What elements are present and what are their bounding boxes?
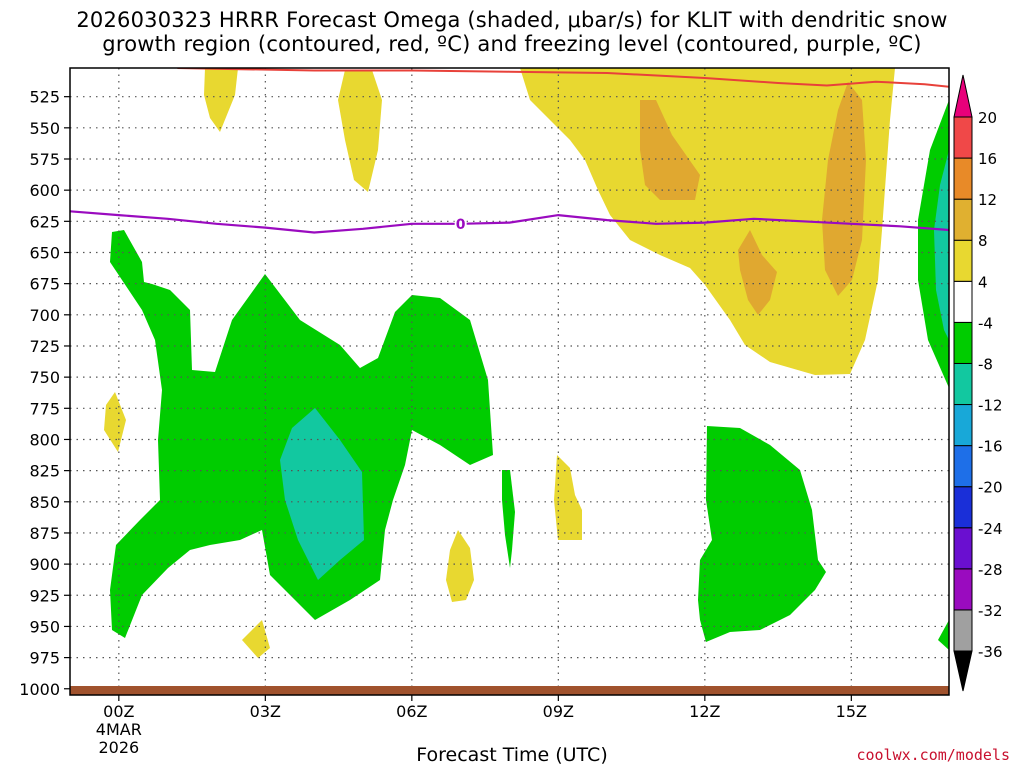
y-tick-label: 850 (29, 493, 60, 512)
colorbar-segment (953, 404, 973, 447)
x-date-label: 4MAR (96, 720, 142, 739)
y-tick-label: 600 (29, 181, 60, 200)
contour-lines: 0 (70, 68, 949, 234)
freezing-level-label-bg (454, 215, 467, 232)
colorbar-arrow-high (953, 74, 973, 118)
colorbar-label: -20 (978, 479, 1003, 497)
y-axis: 525 550 575 600 625 650 675 700 725 750 775 800 825 8… (19, 88, 70, 699)
y-tick-label: 825 (29, 462, 60, 481)
colorbar-segment (953, 527, 973, 570)
colorbar-segment (953, 568, 973, 611)
colorbar-segment (953, 239, 973, 282)
colorbar-label: 16 (978, 150, 997, 168)
omega-negative-core (934, 150, 949, 340)
colorbar-arrow-low (953, 650, 973, 692)
y-tick-label: 625 (29, 212, 60, 231)
y-tick-label: 675 (29, 275, 60, 294)
chart-title-line1: 2026030323 HRRR Forecast Omega (shaded, … (76, 8, 948, 32)
x-axis-title: Forecast Time (UTC) (416, 744, 608, 766)
x-tick-label: 00Z (103, 702, 134, 721)
colorbar-label: -4 (978, 314, 993, 332)
y-tick-label: 725 (29, 337, 60, 356)
y-tick-label: 900 (29, 555, 60, 574)
colorbar-label: -24 (978, 520, 1003, 538)
colorbar-label: 4 (978, 273, 988, 291)
y-tick-label: 1000 (19, 680, 60, 699)
colorbar-segment (953, 116, 973, 159)
colorbar-segment (953, 157, 973, 200)
omega-negative-region (502, 470, 515, 568)
omega-negative-core (280, 408, 364, 580)
colorbar-label: -32 (978, 602, 1003, 620)
omega-positive-region (446, 530, 474, 602)
y-tick-label: 975 (29, 649, 60, 668)
colorbar-label: -12 (978, 397, 1003, 415)
colorbar-segment (953, 486, 973, 529)
x-tick-label: 09Z (543, 702, 574, 721)
x-tick-label: 03Z (250, 702, 281, 721)
colorbar-label: -16 (978, 438, 1003, 456)
credit-link[interactable]: coolwx.com/models (856, 746, 1010, 764)
grid-lines (70, 68, 949, 695)
omega-positive-core (822, 82, 866, 296)
colorbar-segment (953, 362, 973, 406)
colorbar-label: -8 (978, 355, 993, 373)
y-tick-label: 650 (29, 243, 60, 262)
y-tick-label: 925 (29, 586, 60, 605)
colorbar-label: -28 (978, 561, 1003, 579)
surface-terrain (70, 686, 949, 695)
y-tick-label: 950 (29, 617, 60, 636)
colorbar: -36 -32 -28 -24 -20 -16 -12 -8 -4 4 8 12 16 20 (953, 74, 1003, 692)
x-date-label: 2026 (98, 738, 139, 757)
freezing-level-line (70, 210, 949, 234)
freezing-level-label: 0 (456, 217, 466, 233)
colorbar-label: 8 (978, 232, 988, 250)
colorbar-label: 20 (978, 109, 997, 127)
colorbar-segment (953, 198, 973, 241)
omega-positive-core (738, 230, 777, 315)
y-tick-label: 525 (29, 88, 60, 107)
x-tick-label: 12Z (689, 702, 720, 721)
omega-positive-region (554, 455, 582, 540)
colorbar-segment (953, 321, 973, 364)
omega-positive-core (640, 100, 700, 200)
y-tick-label: 700 (29, 306, 60, 325)
colorbar-segment (953, 445, 973, 488)
plot-frame (69, 67, 950, 696)
omega-negative-region (938, 620, 949, 650)
omega-negative-region (698, 426, 826, 642)
dgz-contour-line (177, 68, 949, 88)
x-tick-label: 06Z (396, 702, 427, 721)
y-tick-label: 550 (29, 119, 60, 138)
chart-title-line2: growth region (contoured, red, ºC) and f… (102, 32, 922, 56)
y-tick-label: 775 (29, 399, 60, 418)
y-tick-label: 750 (29, 368, 60, 387)
colorbar-segment (953, 280, 973, 323)
x-tick-label: 15Z (836, 702, 867, 721)
colorbar-segment (953, 609, 973, 652)
y-tick-label: 575 (29, 150, 60, 169)
y-tick-label: 875 (29, 524, 60, 543)
omega-positive-region (242, 620, 270, 658)
y-tick-label: 800 (29, 430, 60, 449)
omega-positive-region (204, 68, 238, 132)
colorbar-label: 12 (978, 191, 997, 209)
omega-shading (104, 68, 949, 658)
colorbar-label: -36 (978, 643, 1003, 661)
omega-positive-region (104, 392, 126, 452)
omega-positive-region (338, 70, 382, 192)
